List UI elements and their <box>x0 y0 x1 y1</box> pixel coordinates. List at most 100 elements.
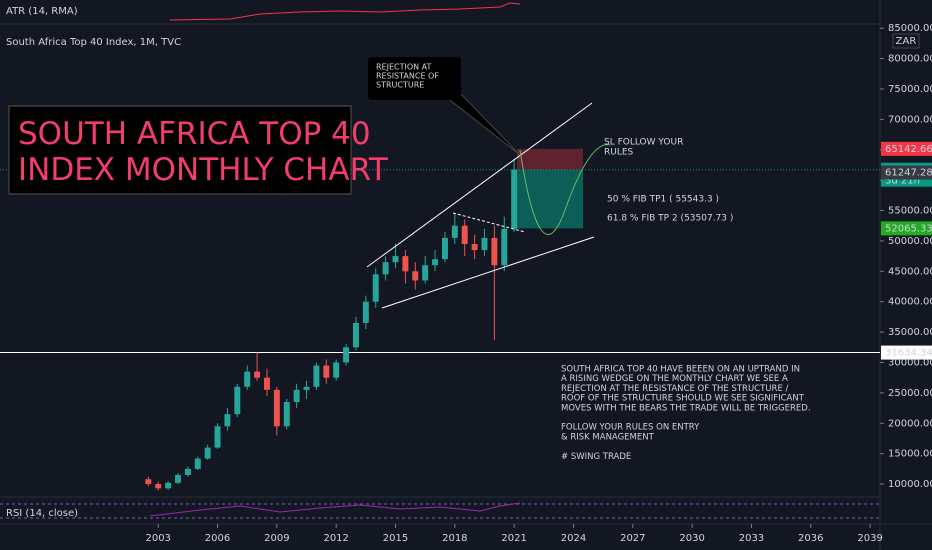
candle-body <box>254 371 261 378</box>
candle-body <box>283 402 290 427</box>
note-text: FOLLOW YOUR RULES ON ENTRY <box>561 423 700 433</box>
note-text: REJECTION AT THE RESISTANCE OF THE STRUC… <box>561 384 789 394</box>
candle-body <box>451 225 458 238</box>
y-tick-label: 85000.00 <box>888 23 932 34</box>
inner-line <box>452 212 526 233</box>
candle-body <box>392 256 399 263</box>
currency-box <box>892 33 920 49</box>
y-tick-label: 30000.00 <box>888 357 932 368</box>
y-tick-label: 25000.00 <box>888 388 932 399</box>
candle-body <box>501 228 508 266</box>
stop-zone <box>517 148 583 170</box>
title-box <box>8 105 352 195</box>
y-tick-label: 55000.00 <box>888 206 932 217</box>
candle-body <box>382 262 389 275</box>
symbol-label: South Africa Top 40 Index, 1M, TVC <box>6 37 181 48</box>
candle-body <box>432 259 439 266</box>
candle-body <box>471 243 478 251</box>
price-tag-label: 65142.66 <box>885 144 932 155</box>
y-tick-label: 80000.00 <box>888 54 932 65</box>
candle-body <box>145 479 152 485</box>
y-tick-label: 20000.00 <box>888 418 932 429</box>
candle-body <box>491 237 498 266</box>
x-tick-label: 2024 <box>561 533 586 544</box>
price-tag <box>881 141 932 156</box>
wedge-upper <box>366 102 593 268</box>
candle-body <box>214 426 221 448</box>
currency-label: ZAR <box>896 36 917 47</box>
candle-body <box>244 371 251 387</box>
callout-text: STRUCTURE <box>376 81 424 90</box>
callout-text: RESISTANCE OF <box>376 72 439 81</box>
y-tick-label: 10000.00 <box>888 479 932 490</box>
candle-body <box>511 169 518 229</box>
candle-body <box>155 484 162 489</box>
y-tick-label: 50000.00 <box>888 236 932 247</box>
callout-text: REJECTION AT <box>376 63 432 72</box>
price-tag <box>881 345 932 360</box>
title-line: SOUTH AFRICA TOP 40 INDEX MONTHLY CHART <box>18 116 389 188</box>
indicator-label: ATR (14, RMA) <box>6 6 78 17</box>
projection-curve <box>519 144 611 235</box>
price-tag-label: 52065.33 <box>885 223 932 234</box>
candle-body <box>194 458 201 469</box>
x-tick-label: 2006 <box>205 533 230 544</box>
note-text: ROOF OF THE STRUCTURE SHOULD WE SEE SIGN… <box>561 394 805 404</box>
note-text: SOUTH AFRICA TOP 40 HAVE BEEEN ON AN UPT… <box>561 365 800 375</box>
candle-body <box>165 482 172 489</box>
x-tick-label: 2039 <box>857 533 882 544</box>
candle-body <box>303 386 310 390</box>
price-tag-note: 3d 21h <box>885 176 920 187</box>
indicator-label: RSI (14, close) <box>6 508 78 519</box>
candle-body <box>362 301 369 323</box>
candle-body <box>273 389 280 427</box>
candle-body <box>323 365 330 378</box>
candle-body <box>412 271 419 281</box>
x-tick-label: 2018 <box>442 533 467 544</box>
candle-body <box>461 225 468 244</box>
candle-body <box>333 362 340 378</box>
x-tick-label: 2033 <box>739 533 764 544</box>
candle-body <box>293 389 300 402</box>
candle-body <box>402 256 409 272</box>
y-tick-label: 40000.00 <box>888 297 932 308</box>
sl-text: SL FOLLOW YOUR <box>604 138 683 148</box>
price-tag-label: 31634.34 <box>885 348 932 359</box>
x-tick-label: 2015 <box>383 533 408 544</box>
x-tick-label: 2009 <box>264 533 289 544</box>
x-tick-label: 2003 <box>145 533 170 544</box>
candle-body <box>224 414 231 427</box>
tp2-text: 61.8 % FIB TP 2 (53507.73 ) <box>607 214 733 224</box>
candle-body <box>352 322 359 348</box>
wedge-lower <box>381 236 595 309</box>
x-tick-label: 2036 <box>798 533 823 544</box>
price-tag <box>881 165 932 180</box>
candle-body <box>184 468 191 475</box>
callout-pointer <box>449 94 521 156</box>
tp1-text: 50 % FIB TP1 ( 55543.3 ) <box>607 195 719 205</box>
x-tick-label: 2027 <box>620 533 645 544</box>
atr-line <box>169 2 521 21</box>
candle-body <box>313 365 320 387</box>
y-tick-label: 35000.00 <box>888 327 932 338</box>
x-tick-label: 2030 <box>679 533 704 544</box>
candle-body <box>481 237 488 251</box>
candle-body <box>204 447 211 459</box>
y-tick-label: 70000.00 <box>888 114 932 125</box>
sl-text: RULES <box>604 148 634 158</box>
y-tick-label: 45000.00 <box>888 266 932 277</box>
candle-body <box>372 274 379 302</box>
candle-body <box>441 237 448 260</box>
y-tick-label: 15000.00 <box>888 449 932 460</box>
x-tick-label: 2012 <box>323 533 348 544</box>
note-text: & RISK MANAGEMENT <box>561 432 655 442</box>
y-tick-label: 75000.00 <box>888 84 932 95</box>
candle-body <box>234 386 241 415</box>
callout-box <box>368 57 461 100</box>
candle-body <box>422 265 429 281</box>
target-zone <box>517 169 583 229</box>
note-text: MOVES WITH THE BEARS THE TRADE WILL BE T… <box>561 403 811 413</box>
note-text: # SWING TRADE <box>561 452 631 462</box>
x-tick-label: 2021 <box>501 533 526 544</box>
